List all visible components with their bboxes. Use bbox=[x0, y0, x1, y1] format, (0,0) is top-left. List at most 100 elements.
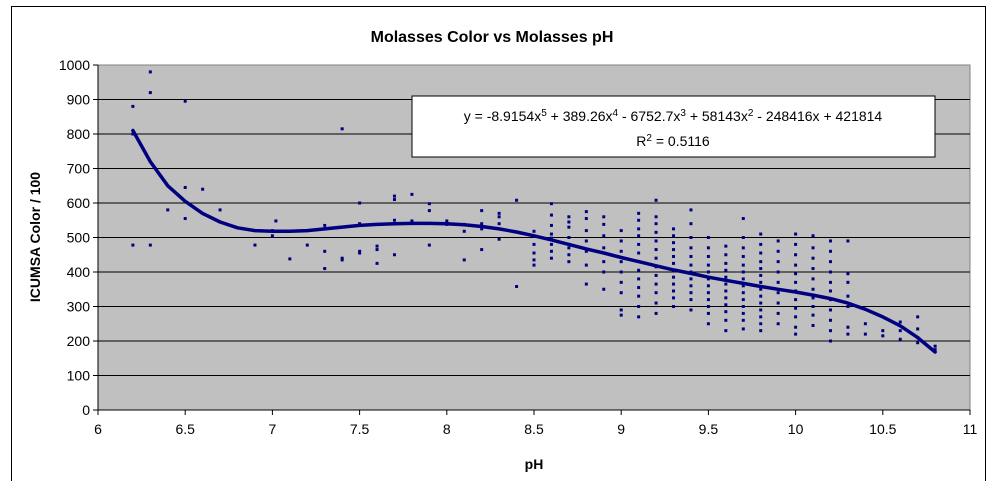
data-point-220 bbox=[794, 332, 798, 336]
data-point-213 bbox=[794, 272, 798, 276]
data-point-71 bbox=[567, 236, 571, 239]
data-point-137 bbox=[689, 222, 693, 226]
data-point-187 bbox=[759, 242, 763, 246]
data-point-260 bbox=[933, 344, 937, 348]
data-point-197 bbox=[759, 315, 763, 319]
data-point-183 bbox=[741, 311, 745, 315]
data-point-46 bbox=[480, 222, 484, 226]
y-tick-label-2: 200 bbox=[67, 333, 91, 349]
data-point-72 bbox=[567, 246, 571, 250]
data-point-3 bbox=[148, 70, 152, 74]
r2-value: = 0.5116 bbox=[652, 133, 710, 149]
data-point-48 bbox=[480, 248, 484, 252]
data-point-241 bbox=[828, 339, 832, 343]
y-tick-label-9: 900 bbox=[67, 92, 91, 108]
data-point-109 bbox=[637, 305, 641, 308]
trendline-equation-box: y = -8.9154x5 + 389.26x4 - 6752.7x3 + 58… bbox=[411, 95, 936, 158]
data-point-145 bbox=[689, 291, 693, 295]
data-point-227 bbox=[811, 296, 815, 300]
data-point-129 bbox=[672, 261, 676, 265]
eq-term-3: - 6752.7x bbox=[618, 108, 680, 124]
data-point-100 bbox=[637, 227, 641, 231]
data-point-204 bbox=[776, 280, 780, 284]
equation-box-background bbox=[411, 95, 936, 158]
data-point-94 bbox=[619, 280, 623, 284]
data-point-167 bbox=[724, 296, 728, 300]
x-tick-label-10: 11 bbox=[963, 421, 978, 437]
data-point-256 bbox=[916, 315, 920, 319]
data-point-54 bbox=[515, 284, 519, 288]
data-point-211 bbox=[794, 253, 798, 257]
data-point-162 bbox=[724, 261, 728, 265]
data-point-218 bbox=[794, 315, 798, 319]
data-point-107 bbox=[637, 286, 641, 290]
data-point-178 bbox=[741, 277, 745, 281]
data-point-93 bbox=[619, 270, 623, 274]
data-point-141 bbox=[689, 263, 693, 267]
x-tick-label-0: 6 bbox=[94, 421, 102, 437]
data-point-151 bbox=[706, 263, 710, 267]
data-point-114 bbox=[654, 230, 658, 234]
data-point-24 bbox=[358, 201, 362, 205]
data-point-127 bbox=[672, 248, 676, 252]
data-point-101 bbox=[637, 234, 641, 238]
eq-term-5: y = -8.9154x bbox=[464, 108, 541, 124]
data-point-52 bbox=[497, 237, 501, 241]
data-point-233 bbox=[828, 260, 832, 264]
data-point-110 bbox=[637, 315, 641, 319]
data-point-9 bbox=[183, 217, 187, 221]
data-point-217 bbox=[794, 306, 798, 310]
data-point-17 bbox=[305, 243, 309, 247]
data-point-171 bbox=[724, 329, 728, 333]
data-point-60 bbox=[549, 202, 553, 206]
data-point-16 bbox=[288, 257, 292, 261]
data-point-223 bbox=[811, 256, 815, 260]
data-point-139 bbox=[689, 246, 693, 250]
data-point-37 bbox=[427, 202, 431, 206]
x-tick-label-5: 8.5 bbox=[524, 421, 544, 437]
data-point-58 bbox=[532, 258, 536, 262]
data-point-22 bbox=[340, 256, 344, 260]
data-point-196 bbox=[759, 308, 763, 312]
data-point-125 bbox=[672, 234, 676, 238]
data-point-63 bbox=[549, 232, 553, 236]
y-tick-label-10: 1000 bbox=[59, 57, 90, 73]
x-tick-label-3: 7.5 bbox=[350, 421, 370, 437]
data-point-259 bbox=[916, 341, 920, 345]
data-point-190 bbox=[759, 267, 763, 271]
data-point-198 bbox=[759, 322, 763, 326]
data-point-242 bbox=[846, 239, 850, 243]
data-point-165 bbox=[724, 282, 728, 286]
data-point-135 bbox=[672, 305, 676, 308]
data-point-55 bbox=[532, 229, 536, 233]
data-point-154 bbox=[706, 284, 710, 288]
data-point-30 bbox=[375, 244, 379, 248]
data-point-159 bbox=[706, 322, 710, 326]
eq-exp-2: 2 bbox=[748, 108, 754, 119]
data-point-29 bbox=[375, 261, 379, 265]
x-tick-label-1: 6.5 bbox=[175, 421, 195, 437]
data-point-226 bbox=[811, 287, 815, 291]
data-point-195 bbox=[759, 301, 763, 305]
data-point-185 bbox=[741, 327, 745, 331]
data-point-85 bbox=[602, 246, 606, 250]
data-point-56 bbox=[532, 242, 536, 246]
eq-term-1: - 248416x + 421814 bbox=[753, 108, 882, 124]
data-point-199 bbox=[759, 329, 763, 333]
data-point-97 bbox=[619, 313, 623, 317]
data-point-248 bbox=[846, 332, 850, 336]
data-point-163 bbox=[724, 268, 728, 272]
data-point-206 bbox=[776, 301, 780, 305]
data-point-21 bbox=[340, 127, 344, 131]
data-point-128 bbox=[672, 254, 676, 258]
x-axis-title: pH bbox=[525, 456, 544, 472]
data-point-225 bbox=[811, 277, 815, 281]
data-point-214 bbox=[794, 280, 798, 284]
data-point-78 bbox=[584, 239, 588, 243]
data-point-155 bbox=[706, 291, 710, 295]
data-point-202 bbox=[776, 260, 780, 264]
chart-title: Molasses Color vs Molasses pH bbox=[371, 29, 614, 46]
y-tick-label-7: 700 bbox=[67, 161, 91, 177]
y-tick-labels: 0 100 200 300 400 500 600 700 800 900 1000 bbox=[59, 57, 90, 418]
